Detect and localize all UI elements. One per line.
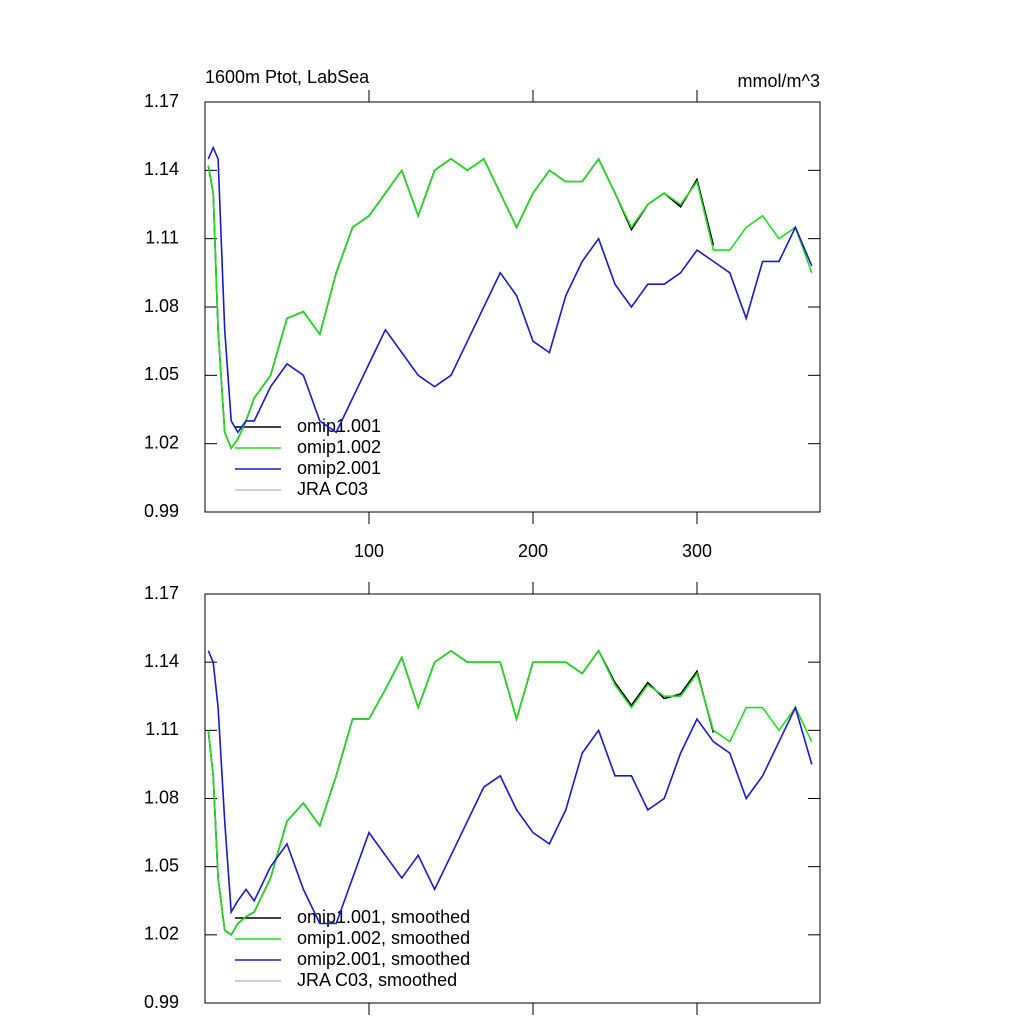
- y-tick-label: 1.05: [144, 855, 179, 875]
- y-tick-label: 1.05: [144, 364, 179, 384]
- x-tick-label: 300: [682, 541, 712, 561]
- x-tick-label: 200: [518, 541, 548, 561]
- series-line: [207, 145, 813, 434]
- y-tick-label: 1.14: [144, 651, 179, 671]
- chart-title: 1600m Ptot, LabSea: [205, 67, 370, 87]
- legend-label: JRA C03, smoothed: [297, 970, 457, 990]
- y-tick-label: 1.08: [144, 296, 179, 316]
- series-line: [207, 157, 715, 450]
- y-tick-label: 1.11: [145, 719, 179, 739]
- legend-label: omip2.001: [297, 458, 381, 478]
- legend-label: omip2.001, smoothed: [297, 949, 470, 969]
- y-tick-label: 0.99: [144, 501, 179, 521]
- series-line: [207, 649, 715, 936]
- y-tick-label: 0.99: [144, 992, 179, 1012]
- y-tick-label: 1.02: [144, 432, 179, 452]
- plot-frame: [204, 101, 821, 513]
- series-line: [207, 157, 813, 450]
- units-label: mmol/m^3: [738, 71, 820, 91]
- y-tick-label: 1.14: [144, 159, 179, 179]
- series-line: [207, 649, 813, 936]
- legend-label: omip1.002: [297, 437, 381, 457]
- legend-label: JRA C03: [297, 479, 368, 499]
- series-line: [207, 650, 813, 925]
- legend-label: omip1.002, smoothed: [297, 928, 470, 948]
- x-tick-label: 100: [354, 541, 384, 561]
- plot-frame: [204, 593, 821, 1004]
- y-tick-label: 1.02: [144, 924, 179, 944]
- y-tick-label: 1.17: [144, 583, 179, 603]
- y-tick-label: 1.11: [145, 227, 179, 247]
- y-tick-label: 1.17: [144, 91, 179, 111]
- y-tick-label: 1.08: [144, 787, 179, 807]
